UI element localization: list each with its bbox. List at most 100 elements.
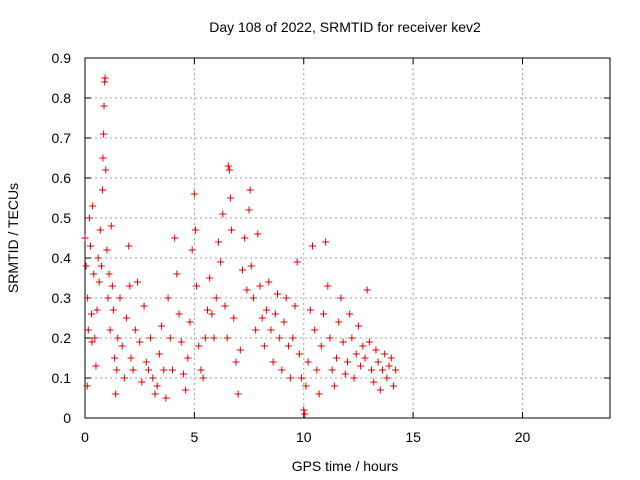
data-point bbox=[129, 366, 137, 374]
data-point bbox=[169, 366, 176, 374]
data-point bbox=[289, 334, 297, 342]
data-point bbox=[239, 266, 246, 274]
data-point bbox=[322, 238, 330, 246]
data-point bbox=[153, 382, 161, 390]
data-point bbox=[94, 254, 102, 262]
data-point bbox=[217, 258, 225, 266]
data-point bbox=[379, 366, 386, 374]
data-point bbox=[138, 378, 146, 386]
data-point bbox=[346, 310, 354, 318]
y-tick-label: 0 bbox=[63, 410, 71, 426]
data-point bbox=[315, 390, 323, 398]
data-point bbox=[91, 334, 99, 342]
data-point bbox=[241, 234, 249, 242]
data-point bbox=[230, 314, 238, 322]
data-point bbox=[90, 270, 98, 278]
data-point bbox=[107, 222, 115, 230]
data-point bbox=[212, 294, 220, 302]
data-point bbox=[350, 374, 358, 382]
data-point bbox=[260, 342, 268, 350]
x-tick-label: 10 bbox=[296, 429, 312, 445]
data-point bbox=[84, 326, 92, 334]
data-point bbox=[365, 338, 373, 346]
data-point bbox=[93, 306, 101, 314]
data-point bbox=[136, 338, 144, 346]
grid-lines bbox=[85, 58, 610, 418]
data-point bbox=[282, 294, 290, 302]
chart-title: Day 108 of 2022, SRMTID for receiver kev… bbox=[209, 19, 481, 35]
data-point bbox=[155, 350, 163, 358]
data-point bbox=[385, 362, 393, 370]
data-point bbox=[147, 334, 155, 342]
y-tick-label: 0.3 bbox=[52, 290, 72, 306]
data-point bbox=[224, 162, 232, 170]
data-point bbox=[125, 242, 133, 250]
data-point bbox=[171, 234, 179, 242]
data-point bbox=[370, 378, 378, 386]
data-point bbox=[97, 262, 105, 270]
data-point bbox=[114, 334, 122, 342]
data-point bbox=[333, 354, 341, 362]
data-point bbox=[383, 374, 391, 382]
data-point bbox=[278, 366, 286, 374]
data-point bbox=[131, 326, 139, 334]
data-point bbox=[219, 210, 227, 218]
data-point bbox=[195, 342, 203, 350]
data-point bbox=[348, 334, 356, 342]
data-point bbox=[108, 282, 116, 290]
y-tick-label: 0.2 bbox=[52, 330, 72, 346]
data-point bbox=[368, 366, 376, 374]
data-point bbox=[291, 302, 299, 310]
data-point bbox=[206, 274, 214, 282]
data-point bbox=[104, 294, 112, 302]
data-point bbox=[361, 354, 369, 362]
y-tick-label: 0.1 bbox=[52, 370, 72, 386]
data-point bbox=[158, 322, 166, 330]
data-point bbox=[226, 194, 234, 202]
data-point bbox=[118, 342, 126, 350]
data-point bbox=[330, 382, 338, 390]
data-point bbox=[247, 262, 255, 270]
data-point bbox=[328, 366, 336, 374]
data-point bbox=[106, 326, 114, 334]
data-point bbox=[335, 318, 343, 326]
data-point bbox=[352, 350, 360, 358]
data-point bbox=[254, 230, 262, 238]
data-point bbox=[99, 186, 106, 194]
data-point bbox=[201, 334, 209, 342]
data-point bbox=[344, 358, 351, 366]
data-point bbox=[111, 354, 119, 362]
data-point bbox=[112, 390, 120, 398]
data-point bbox=[84, 294, 92, 302]
data-point bbox=[243, 286, 251, 294]
x-tick-labels: 0 5 10 15 20 bbox=[81, 429, 530, 445]
data-point bbox=[182, 386, 190, 394]
data-point bbox=[225, 166, 233, 174]
data-point bbox=[304, 358, 312, 366]
data-point bbox=[221, 302, 229, 310]
data-point bbox=[392, 366, 400, 374]
data-point bbox=[276, 334, 284, 342]
data-point bbox=[144, 366, 152, 374]
data-point bbox=[271, 310, 279, 318]
y-axis-label: SRMTID / TECUs bbox=[5, 183, 21, 293]
data-points bbox=[81, 74, 400, 418]
data-point bbox=[280, 318, 288, 326]
data-point bbox=[134, 278, 141, 286]
data-point bbox=[162, 394, 170, 402]
data-point bbox=[160, 366, 168, 374]
data-point bbox=[177, 338, 185, 346]
data-point bbox=[309, 242, 316, 250]
data-point bbox=[116, 294, 124, 302]
data-point bbox=[214, 238, 222, 246]
data-point bbox=[142, 358, 150, 366]
x-tick-label: 20 bbox=[515, 429, 531, 445]
data-point bbox=[324, 282, 332, 290]
data-point bbox=[295, 350, 303, 358]
data-point bbox=[267, 326, 275, 334]
data-point bbox=[85, 214, 93, 222]
data-point bbox=[151, 390, 159, 398]
data-point bbox=[274, 290, 281, 298]
data-point bbox=[95, 278, 103, 286]
